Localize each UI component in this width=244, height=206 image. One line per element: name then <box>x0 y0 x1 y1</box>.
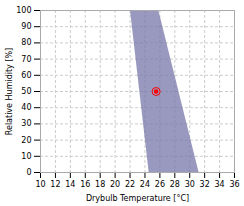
svg-text:20: 20 <box>110 180 120 189</box>
svg-text:28: 28 <box>170 180 180 189</box>
svg-text:26: 26 <box>155 180 165 189</box>
svg-text:70: 70 <box>21 55 31 64</box>
svg-text:32: 32 <box>200 180 210 189</box>
svg-text:Relative Humidity [%]: Relative Humidity [%] <box>5 48 14 135</box>
svg-text:Drybulb Temperature [°C]: Drybulb Temperature [°C] <box>86 194 189 203</box>
svg-text:10: 10 <box>21 152 31 161</box>
svg-text:18: 18 <box>95 180 105 189</box>
svg-text:100: 100 <box>16 6 31 15</box>
svg-text:30: 30 <box>185 180 195 189</box>
svg-text:12: 12 <box>50 180 60 189</box>
svg-text:50: 50 <box>21 87 31 96</box>
svg-text:34: 34 <box>214 180 224 189</box>
svg-text:22: 22 <box>125 180 135 189</box>
svg-text:14: 14 <box>65 180 75 189</box>
svg-text:0: 0 <box>26 168 31 177</box>
svg-text:16: 16 <box>80 180 90 189</box>
svg-text:30: 30 <box>21 119 31 128</box>
svg-text:24: 24 <box>140 180 150 189</box>
svg-text:10: 10 <box>35 180 45 189</box>
svg-text:20: 20 <box>21 136 31 145</box>
svg-text:40: 40 <box>21 103 31 112</box>
svg-text:60: 60 <box>21 71 31 80</box>
svg-text:80: 80 <box>21 38 31 47</box>
svg-text:36: 36 <box>229 180 239 189</box>
svg-text:90: 90 <box>21 22 31 31</box>
